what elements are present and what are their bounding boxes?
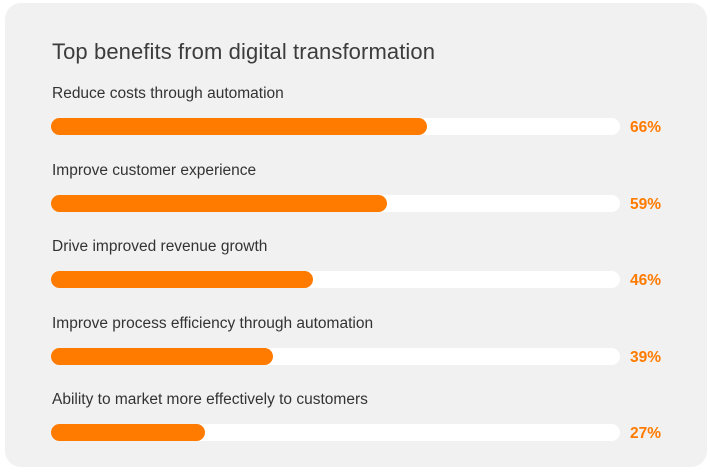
bar-value-label: 39% xyxy=(630,348,662,366)
bar-track xyxy=(51,194,620,212)
bar xyxy=(51,118,427,135)
bar-track xyxy=(51,424,620,441)
bar-category-label: Drive improved revenue growth xyxy=(52,238,268,255)
bar xyxy=(51,424,205,441)
bar-category-label: Improve process efficiency through autom… xyxy=(52,314,374,332)
bar-category-label: Reduce costs through automation xyxy=(52,85,284,102)
bar xyxy=(51,271,313,288)
bar xyxy=(51,347,273,365)
bar-value-label: 27% xyxy=(630,425,662,442)
bar-row: Improve customer experience 59% xyxy=(5,162,707,222)
bar-value-label: 59% xyxy=(630,195,662,213)
bar-track xyxy=(51,118,620,135)
bar-track xyxy=(51,271,620,288)
chart-title: Top benefits from digital transformation xyxy=(52,39,436,64)
chart-card: Top benefits from digital transformation… xyxy=(5,3,707,467)
bar-row: Reduce costs through automation 66% xyxy=(5,85,707,145)
bar-value-label: 46% xyxy=(630,272,662,289)
bar-value-label: 66% xyxy=(630,119,662,136)
bar xyxy=(51,194,387,212)
bar-row: Improve process efficiency through autom… xyxy=(5,315,707,375)
bar-row: Drive improved revenue growth 46% xyxy=(5,238,707,298)
bar-track xyxy=(51,347,620,365)
bar-category-label: Ability to market more effectively to cu… xyxy=(52,391,368,408)
bar-category-label: Improve customer experience xyxy=(52,161,257,179)
bar-row: Ability to market more effectively to cu… xyxy=(5,391,707,451)
